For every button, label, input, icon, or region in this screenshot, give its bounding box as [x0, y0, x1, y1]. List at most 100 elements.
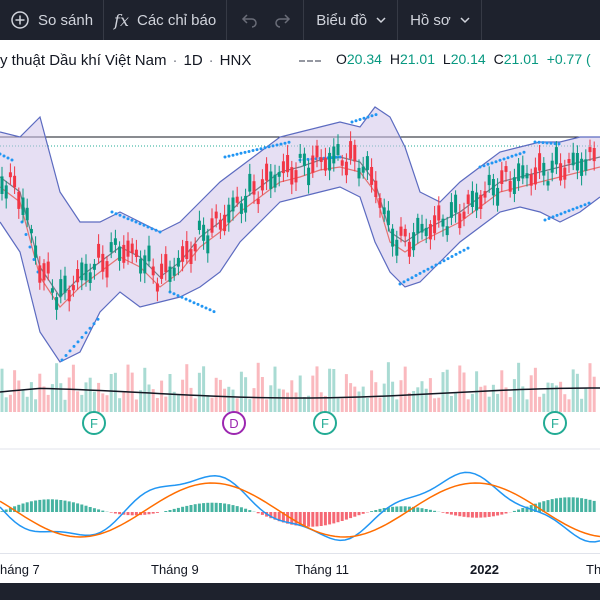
time-axis-label: 2022	[470, 562, 499, 577]
macd-histogram-bar	[260, 512, 264, 515]
sar-dot	[168, 290, 172, 294]
event-marker-label: F	[551, 416, 559, 431]
candle-body	[521, 165, 525, 179]
macd-histogram-bar	[168, 510, 172, 512]
indicators-button[interactable]: fx Các chỉ báo	[104, 0, 226, 40]
signal-line	[0, 482, 600, 538]
time-axis[interactable]: háng 7 Tháng 9 Tháng 11 2022 Th	[0, 553, 600, 583]
fx-icon: fx	[114, 10, 129, 30]
sar-dot	[239, 151, 243, 155]
candle-body	[529, 174, 533, 186]
candle-body	[546, 181, 550, 186]
candle-body	[97, 243, 101, 258]
volume-bar	[34, 399, 38, 412]
volume-bar	[416, 387, 420, 412]
candle-body	[181, 246, 185, 262]
volume-bar	[307, 395, 311, 412]
sar-dot	[454, 252, 458, 256]
macd-histogram-bar	[361, 512, 365, 514]
volume-bar	[164, 396, 168, 412]
toolbar-divider	[480, 0, 482, 40]
macd-histogram-bar	[76, 503, 80, 512]
macd-histogram-bar	[496, 512, 500, 516]
macd-histogram-bar	[584, 498, 588, 512]
sar-dot	[142, 223, 146, 227]
undo-button[interactable]	[227, 0, 267, 40]
macd-histogram-bar	[370, 511, 374, 512]
macd-histogram-bar	[235, 506, 239, 512]
sar-dot	[126, 217, 130, 221]
macd-histogram-bar	[42, 499, 46, 512]
sar-dot	[478, 165, 482, 169]
macd-histogram-bar	[134, 512, 138, 516]
volume-bar	[193, 398, 197, 412]
candle-body	[239, 203, 243, 214]
volume-bar	[59, 383, 63, 412]
candle-body	[8, 172, 12, 178]
volume-bar	[529, 375, 533, 412]
open-label: O	[336, 51, 347, 67]
macd-histogram-bar	[176, 507, 180, 512]
sar-dot	[255, 148, 259, 152]
sar-dot	[579, 204, 583, 208]
sar-dot	[414, 274, 418, 277]
chart-type-button[interactable]: Biểu đồ	[304, 0, 397, 40]
volume-bar	[412, 391, 416, 412]
macd-histogram-bar	[214, 502, 218, 512]
macd-histogram-bar	[218, 503, 222, 512]
volume-bar	[428, 378, 432, 412]
volume-bar	[71, 364, 75, 412]
candle-body	[134, 249, 138, 257]
macd-histogram-bar	[0, 511, 4, 512]
macd-histogram-bar	[420, 508, 424, 512]
candle-body	[88, 272, 92, 283]
redo-button[interactable]	[267, 0, 303, 40]
sar-dot	[406, 278, 410, 282]
macd-histogram-bar	[349, 512, 353, 519]
sar-dot	[442, 259, 446, 263]
macd-histogram-bar	[340, 512, 344, 521]
time-axis-label: Th	[586, 562, 600, 577]
candle-body	[189, 249, 193, 264]
candle-body	[550, 160, 554, 173]
sar-dot	[176, 294, 180, 298]
sar-dot	[466, 246, 470, 250]
volume-bar	[361, 386, 365, 412]
sar-dot	[188, 299, 192, 303]
candle-body	[533, 167, 537, 185]
sar-dot	[434, 263, 438, 267]
macd-histogram-bar	[84, 505, 88, 512]
sar-dot	[583, 203, 587, 207]
candle-body	[584, 159, 588, 171]
sar-dot	[10, 158, 14, 162]
candle-body	[13, 175, 17, 188]
macd-histogram-bar	[223, 503, 227, 512]
volume-bar	[336, 398, 340, 412]
event-marker-circle	[82, 411, 106, 435]
candle-body	[294, 170, 298, 183]
macd-histogram-bar	[50, 499, 54, 512]
candle-body	[571, 152, 575, 166]
candle-body	[4, 185, 8, 199]
volume-bar	[407, 392, 411, 412]
plus-circle-icon	[10, 10, 30, 30]
macd-histogram-bar	[563, 497, 567, 512]
macd-histogram-bar	[109, 512, 113, 513]
sar-dot	[555, 213, 559, 217]
sar-dot	[557, 142, 561, 146]
compare-button[interactable]: So sánh	[0, 0, 103, 40]
symbol-name[interactable]: y thuật Dầu khí Việt Nam	[0, 51, 167, 69]
volume-bar	[332, 369, 336, 412]
volume-bar	[550, 383, 554, 412]
interval-label[interactable]: 1D	[183, 51, 203, 69]
candle-body	[59, 279, 63, 297]
bollinger-band-fill	[0, 107, 600, 362]
candle-body	[567, 159, 571, 164]
macd-histogram-bar	[424, 509, 428, 512]
macd-histogram-bar	[189, 505, 193, 512]
profile-button[interactable]: Hồ sơ	[398, 0, 481, 40]
event-marker-circle	[543, 411, 567, 435]
sar-dot	[88, 326, 92, 330]
sar-dot	[130, 218, 134, 222]
